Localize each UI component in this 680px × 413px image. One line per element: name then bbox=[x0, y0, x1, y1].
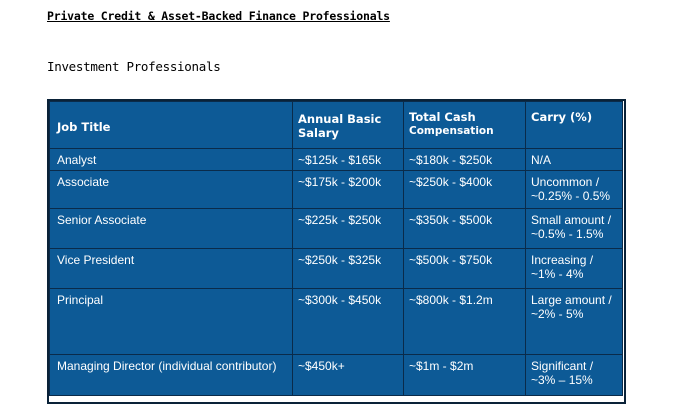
cell-carry-line1: Increasing / bbox=[531, 253, 594, 267]
cell-carry-line2: ~3% – 15% bbox=[531, 373, 593, 387]
header-annual-basic-salary: Annual Basic Salary bbox=[292, 101, 404, 149]
cell-carry: Uncommon / ~0.25% - 0.5% bbox=[525, 170, 623, 209]
cell-total-cash: ~$180k - $250k bbox=[403, 148, 526, 171]
cell-salary: ~$125k - $165k bbox=[292, 148, 404, 171]
cell-carry: Large amount / ~2% - 5% bbox=[525, 288, 623, 355]
cell-total-cash: ~$1m - $2m bbox=[403, 354, 526, 396]
cell-job-title: Senior Associate bbox=[49, 208, 293, 249]
table-row: Analyst ~$125k - $165k ~$180k - $250k N/… bbox=[49, 148, 623, 171]
table-row: Managing Director (individual contributo… bbox=[49, 354, 623, 396]
cell-total-cash: ~$350k - $500k bbox=[403, 208, 526, 249]
table-row: Associate ~$175k - $200k ~$250k - $400k … bbox=[49, 170, 623, 209]
table-row: Senior Associate ~$225k - $250k ~$350k -… bbox=[49, 208, 623, 249]
cell-total-cash: ~$500k - $750k bbox=[403, 248, 526, 289]
cell-carry-line2: ~0.25% - 0.5% bbox=[531, 189, 611, 203]
cell-carry-line2: ~1% - 4% bbox=[531, 267, 584, 281]
header-job-title: Job Title bbox=[49, 101, 293, 149]
cell-carry: Significant / ~3% – 15% bbox=[525, 354, 623, 396]
table-header-row: Job Title Annual Basic Salary Total Cash… bbox=[49, 101, 623, 149]
cell-carry: Increasing / ~1% - 4% bbox=[525, 248, 623, 289]
cell-carry: Small amount / ~0.5% - 1.5% bbox=[525, 208, 623, 249]
cell-carry-line2: ~2% - 5% bbox=[531, 307, 584, 321]
cell-carry-line1: Uncommon / bbox=[531, 175, 600, 189]
cell-carry-line1: Large amount / bbox=[531, 293, 612, 307]
table-row: Vice President ~$250k - $325k ~$500k - $… bbox=[49, 248, 623, 289]
cell-carry-line1: N/A bbox=[531, 153, 552, 167]
cell-salary: ~$450k+ bbox=[292, 354, 404, 396]
cell-carry-line1: Small amount / bbox=[531, 213, 612, 227]
cell-job-title: Managing Director (individual contributo… bbox=[49, 354, 293, 396]
header-total-cash-compensation: Total Cash Compensation bbox=[403, 101, 526, 149]
cell-salary: ~$225k - $250k bbox=[292, 208, 404, 249]
header-carry: Carry (%) bbox=[525, 101, 623, 149]
cell-salary: ~$300k - $450k bbox=[292, 288, 404, 355]
table-row: Principal ~$300k - $450k ~$800k - $1.2m … bbox=[49, 288, 623, 355]
cell-job-title: Analyst bbox=[49, 148, 293, 171]
section-heading: Investment Professionals bbox=[47, 59, 221, 74]
header-total-cash-line1: Total Cash bbox=[409, 110, 476, 124]
cell-carry-line2: ~0.5% - 1.5% bbox=[531, 227, 604, 241]
cell-salary: ~$250k - $325k bbox=[292, 248, 404, 289]
cell-job-title: Principal bbox=[49, 288, 293, 355]
cell-carry-line1: Significant / bbox=[531, 359, 594, 373]
cell-total-cash: ~$800k - $1.2m bbox=[403, 288, 526, 355]
header-total-cash-line2: Compensation bbox=[409, 125, 494, 137]
cell-job-title: Associate bbox=[49, 170, 293, 209]
document-title: Private Credit & Asset-Backed Finance Pr… bbox=[47, 9, 390, 23]
cell-carry: N/A bbox=[525, 148, 623, 171]
cell-salary: ~$175k - $200k bbox=[292, 170, 404, 209]
cell-job-title: Vice President bbox=[49, 248, 293, 289]
compensation-table: Job Title Annual Basic Salary Total Cash… bbox=[49, 101, 623, 396]
cell-total-cash: ~$250k - $400k bbox=[403, 170, 526, 209]
